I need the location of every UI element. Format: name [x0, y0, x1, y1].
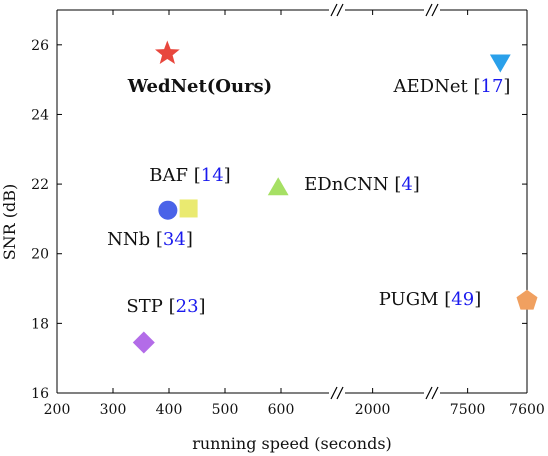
label-name: AEDNet — [393, 76, 469, 97]
citation-link[interactable]: 17 — [481, 76, 504, 97]
label-bracket: ] — [413, 174, 420, 195]
y-tick-label: 26 — [31, 38, 49, 54]
x-axis-label: running speed (seconds) — [192, 434, 392, 453]
axis-break-mark — [336, 386, 344, 400]
x-tick-label: 600 — [268, 402, 295, 418]
x-tick-label: 7600 — [509, 402, 545, 418]
point-nnb-circle — [158, 200, 178, 220]
citation-link[interactable]: 34 — [163, 229, 186, 250]
x-tick-label: 200 — [44, 402, 71, 418]
x-tick-label: 7500 — [450, 402, 486, 418]
axis-break-mark — [425, 386, 433, 400]
label-edncnn: EDnCNN [4] — [304, 174, 420, 195]
label-bracket: ] — [199, 296, 206, 317]
label-wednet-ours: WedNet(Ours) — [127, 76, 272, 97]
label-name: EDnCNN — [304, 174, 388, 195]
label-bracket: ] — [186, 229, 193, 250]
point-pugm-pentagon — [516, 289, 538, 310]
y-tick-label: 22 — [31, 177, 49, 193]
label-stp: STP [23] — [126, 296, 205, 317]
label-aednet: AEDNet [17] — [393, 76, 511, 97]
label-bracket: [ — [468, 76, 481, 97]
point-edncnn-triangle-up — [267, 177, 289, 196]
axes — [56, 3, 528, 400]
label-bracket: ] — [503, 76, 510, 97]
label-bracket: [ — [163, 296, 176, 317]
x-tick-label: 400 — [156, 402, 183, 418]
y-tick-label: 18 — [31, 316, 49, 332]
label-pugm: PUGM [49] — [379, 289, 481, 310]
point-labels: WedNet(Ours) AEDNet [17]BAF [14]NNb [34]E… — [107, 76, 510, 317]
label-bracket: ] — [224, 165, 231, 186]
citation-link[interactable]: 14 — [201, 165, 224, 186]
x-tick-label: 500 — [212, 402, 239, 418]
ticks: 200 300 400 500 600 2000 7500 7600 16 18 20 22 24 26 — [31, 10, 545, 418]
y-tick-label: 16 — [31, 386, 49, 402]
x-tick-label: 300 — [100, 402, 127, 418]
label-bracket: [ — [150, 229, 163, 250]
citation-link[interactable]: 4 — [401, 174, 412, 195]
label-name: PUGM — [379, 289, 439, 310]
data-points — [132, 40, 538, 354]
y-axis-label: SNR (dB) — [0, 184, 19, 261]
label-name: STP — [126, 296, 162, 317]
point-baf-square — [179, 199, 198, 218]
point-aednet-triangle-down — [489, 54, 511, 73]
axis-break-mark — [431, 386, 439, 400]
point-stp-diamond — [132, 331, 155, 354]
label-bracket: [ — [389, 174, 402, 195]
label-baf: BAF [14] — [149, 165, 230, 186]
citation-link[interactable]: 23 — [176, 296, 199, 317]
label-bracket: [ — [188, 165, 201, 186]
y-tick-label: 24 — [31, 107, 49, 123]
y-tick-label: 20 — [31, 247, 49, 263]
axis-break-mark — [431, 3, 439, 17]
label-bracket: ] — [474, 289, 481, 310]
label-name: NNb — [107, 229, 150, 250]
axis-break-mark — [330, 386, 338, 400]
point-wednet-ours-star — [155, 40, 180, 64]
axis-break-mark — [425, 3, 433, 17]
axis-break-mark — [336, 3, 344, 17]
citation-link[interactable]: 49 — [451, 289, 474, 310]
axis-break-mark — [330, 3, 338, 17]
label-name: BAF — [149, 165, 188, 186]
label-nnb: NNb [34] — [107, 229, 193, 250]
x-tick-label: 2000 — [355, 402, 391, 418]
label-name: WedNet(Ours) — [127, 76, 272, 97]
label-bracket: [ — [439, 289, 452, 310]
